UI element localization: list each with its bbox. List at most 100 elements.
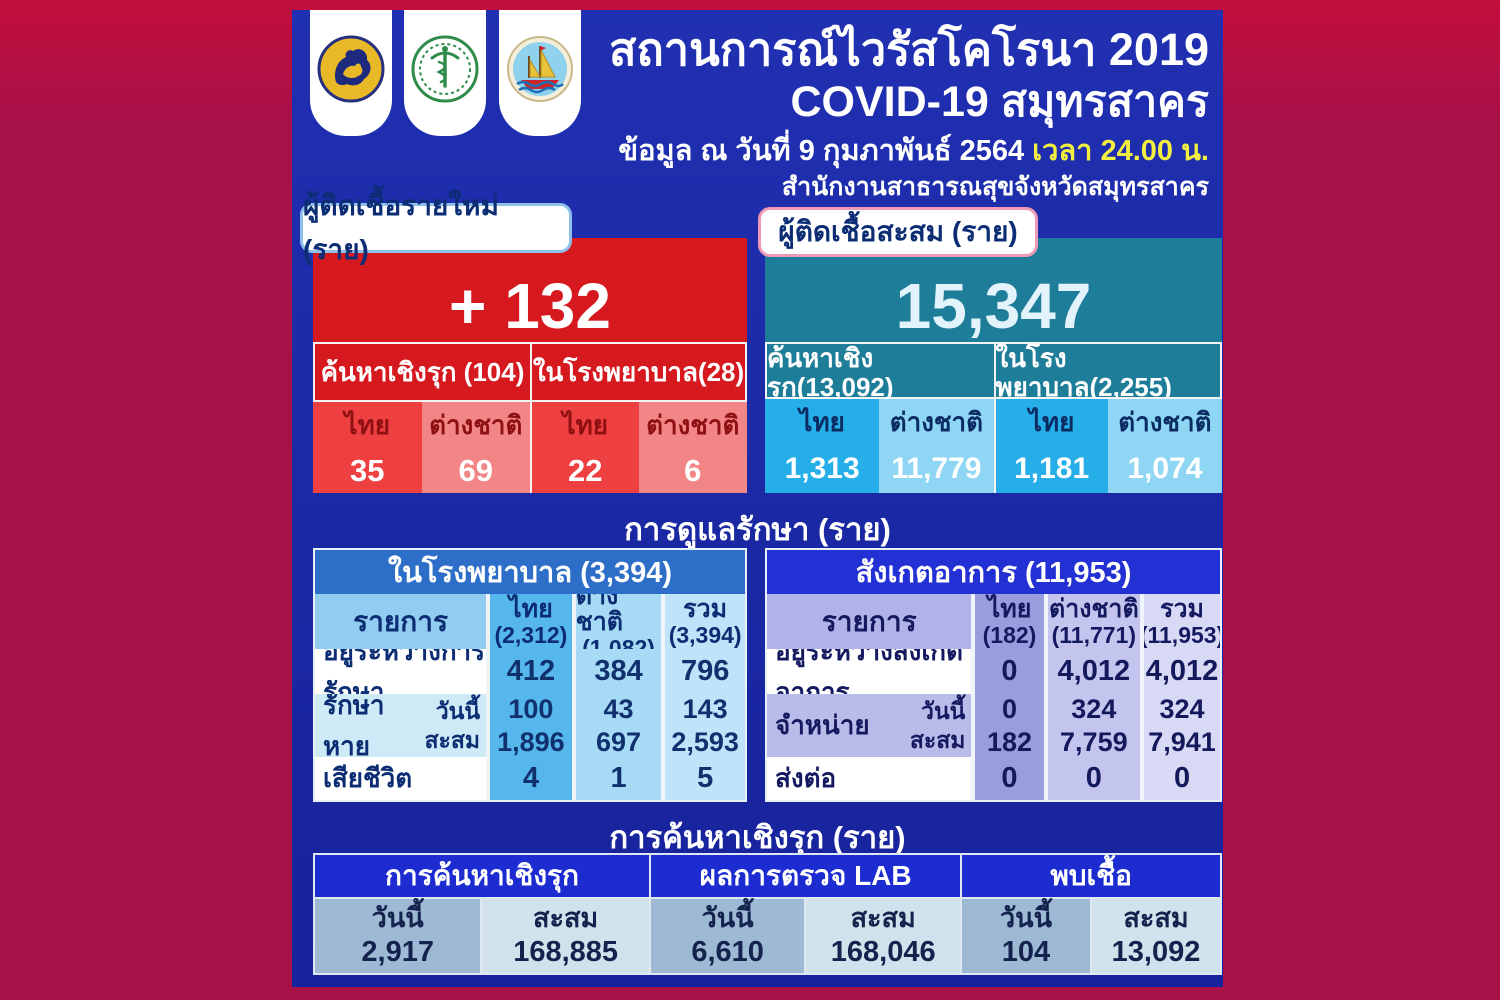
today-sublabel: วันนี้ bbox=[701, 903, 754, 934]
cumulative-value: 2,593 bbox=[671, 726, 739, 757]
cumulative-value: 168,885 bbox=[513, 935, 619, 968]
item-column-header: รายการ bbox=[315, 594, 487, 649]
new-proactive-foreign-value: 69 bbox=[421, 447, 530, 493]
col-subtotal: (1,082) bbox=[582, 634, 655, 649]
cell-value: 4,012 bbox=[1047, 649, 1141, 694]
cell-value: 0 bbox=[1144, 757, 1220, 800]
positive-found-header: พบเชื้อ bbox=[962, 855, 1220, 897]
cell-value: 0 bbox=[1047, 757, 1141, 800]
cumulative-cases-label-pill: ผู้ติดเชื้อสะสม (ราย) bbox=[758, 207, 1038, 257]
cell-value-stacked: 0 182 bbox=[975, 694, 1044, 757]
thai-column-header: ไทย (182) bbox=[975, 594, 1044, 649]
lab-results-today-cell: วันนี้ 6,610 bbox=[650, 899, 805, 973]
today-sublabel: วันนี้ bbox=[435, 697, 481, 724]
new-cases-box: + 132 ค้นหาเชิงรุก (104) ในโรงพยาบาล(28)… bbox=[313, 238, 747, 493]
cumulative-hospital-thai-value: 1,181 bbox=[993, 444, 1108, 493]
cumulative-value: 7,941 bbox=[1148, 726, 1216, 757]
today-value: 324 bbox=[1071, 694, 1117, 725]
foreign-column-header: ต่างชาติ (1,082) bbox=[575, 594, 662, 649]
cumulative-hospital-group-title: ในโรงพยาบาล(2,255) bbox=[993, 344, 1221, 402]
new-hospital-group-title: ในโรงพยาบาล(28) bbox=[530, 344, 745, 400]
new-cases-subgroups: ค้นหาเชิงรุก (104) ในโรงพยาบาล(28) bbox=[313, 342, 747, 402]
col-label: ไทย bbox=[987, 595, 1032, 624]
new-cases-breakdown: ไทย ต่างชาติ ไทย ต่างชาติ 35 69 22 6 bbox=[313, 402, 747, 493]
new-cases-label-pill: ผู้ติดเชื้อรายใหม่ (ราย) bbox=[300, 190, 572, 265]
cumulative-cases-total: 15,347 bbox=[895, 270, 1092, 342]
cumulative-cases-box: 15,347 ค้นหาเชิงรุก(13,092) ในโรงพยาบาล(… bbox=[765, 238, 1222, 493]
row-label-referred: ส่งต่อ bbox=[767, 757, 972, 800]
cell-value: 4 bbox=[490, 757, 572, 800]
today-sublabel: วันนี้ bbox=[921, 697, 966, 724]
cumulative-value: 697 bbox=[595, 726, 642, 757]
cumulative-value: 7,759 bbox=[1060, 726, 1128, 757]
cell-value: 5 bbox=[665, 757, 745, 800]
provincial-government-seal-icon bbox=[317, 35, 385, 103]
thai-header: ไทย bbox=[313, 402, 422, 447]
cell-value-stacked: 324 7,759 bbox=[1047, 694, 1141, 757]
foreign-column-header: ต่างชาติ (11,771) bbox=[1047, 594, 1141, 649]
col-label: ไทย bbox=[509, 595, 553, 624]
proactive-section-title: การค้นหาเชิงรุก (ราย) bbox=[609, 820, 906, 855]
today-sublabel: วันนี้ bbox=[999, 903, 1053, 934]
cumulative-value: 13,092 bbox=[1111, 935, 1201, 968]
proactive-table-headers: การค้นหาเชิงรุก ผลการตรวจ LAB พบเชื้อ bbox=[315, 855, 1220, 897]
total-column-header: รวม (11,953) bbox=[1144, 594, 1220, 649]
today-value: 104 bbox=[1001, 935, 1051, 968]
organization-name: สำนักงานสาธารณสุขจังหวัดสมุทรสาคร bbox=[781, 172, 1209, 201]
total-column-header: รวม (3,394) bbox=[665, 594, 745, 649]
foreign-header: ต่างชาติ bbox=[1107, 399, 1222, 444]
cumulative-proactive-foreign-value: 11,779 bbox=[879, 444, 994, 493]
cumulative-sublabel: สะสม bbox=[424, 726, 481, 753]
cell-value: 1 bbox=[575, 757, 662, 800]
observation-table: สังเกตอาการ (11,953) รายการ ไทย (182) ต่… bbox=[765, 548, 1222, 802]
thai-header: ไทย bbox=[530, 402, 639, 447]
today-cumulative-sublabels: วันนี้ สะสม bbox=[910, 697, 966, 755]
row-label-discharged: จำหน่าย วันนี้ สะสม bbox=[767, 694, 972, 757]
lab-results-header: ผลการตรวจ LAB bbox=[651, 855, 961, 897]
page-title-line2: COVID-19 สมุทรสาคร bbox=[790, 77, 1209, 126]
ministry-of-public-health-seal-icon bbox=[411, 35, 479, 103]
col-label: รวม bbox=[683, 595, 728, 624]
thai-header: ไทย bbox=[765, 399, 880, 444]
cumulative-sublabel: สะสม bbox=[909, 726, 966, 753]
cell-value-stacked: 324 7,941 bbox=[1144, 694, 1220, 757]
page-title-line1: สถานการณ์ไวรัสโคโรนา 2019 bbox=[609, 24, 1209, 75]
observation-table-title: สังเกตอาการ (11,953) bbox=[767, 550, 1220, 594]
item-column-header: รายการ bbox=[767, 594, 972, 649]
proactive-table-values: วันนี้ 2,917 สะสม 168,885 วันนี้ 6,610 ส… bbox=[315, 899, 1220, 973]
today-value: 2,917 bbox=[361, 935, 434, 968]
cell-value: 4,012 bbox=[1144, 649, 1220, 694]
cumulative-value: 182 bbox=[986, 726, 1033, 757]
today-sublabel: วันนี้ bbox=[371, 903, 424, 934]
today-value: 0 bbox=[1001, 694, 1018, 725]
cumulative-sublabel: สะสม bbox=[1123, 903, 1189, 934]
lab-results-cumulative-cell: สะสม 168,046 bbox=[806, 899, 960, 973]
cumulative-hospital-foreign-value: 1,074 bbox=[1107, 444, 1222, 493]
foreign-header: ต่างชาติ bbox=[638, 402, 747, 447]
today-value: 100 bbox=[508, 694, 554, 725]
report-date-text: ข้อมูล ณ วันที่ 9 กุมภาพันธ์ 2564 bbox=[618, 135, 1025, 168]
thai-column-header: ไทย (2,312) bbox=[490, 594, 572, 649]
logo-tab-moph bbox=[404, 10, 486, 136]
cumulative-subgroups: ค้นหาเชิงรุก(13,092) ในโรงพยาบาล(2,255) bbox=[765, 342, 1222, 402]
proactive-search-today-cell: วันนี้ 2,917 bbox=[315, 899, 481, 973]
col-subtotal: (3,394) bbox=[668, 621, 742, 648]
header: สถานการณ์ไวรัสโคโรนา 2019 COVID-19 สมุทร… bbox=[592, 24, 1209, 201]
cell-value-stacked: 100 1,896 bbox=[490, 694, 572, 757]
col-subtotal: (11,771) bbox=[1051, 621, 1137, 648]
row-label-under-treatment: อยู่ระหว่างการรักษา bbox=[315, 649, 487, 694]
cumulative-proactive-thai-value: 1,313 bbox=[765, 444, 880, 493]
today-value: 6,610 bbox=[691, 935, 764, 968]
cell-value: 384 bbox=[575, 649, 662, 694]
report-time-text: เวลา 24.00 น. bbox=[1032, 135, 1209, 168]
col-label: รวม bbox=[1160, 595, 1204, 624]
cumulative-value: 168,046 bbox=[830, 935, 936, 968]
care-section-title: การดูแลรักษา (ราย) bbox=[624, 512, 891, 547]
cumulative-sublabel: สะสม bbox=[532, 903, 599, 934]
col-subtotal: (11,953) bbox=[1144, 621, 1220, 648]
new-hospital-foreign-value: 6 bbox=[638, 447, 747, 493]
col-subtotal: (182) bbox=[982, 621, 1037, 648]
positive-found-today-cell: วันนี้ 104 bbox=[962, 899, 1090, 973]
row-label-under-observation: อยู่ระหว่างสังเกตอาการ bbox=[767, 649, 972, 694]
proactive-search-cumulative-cell: สะสม 168,885 bbox=[482, 899, 649, 973]
